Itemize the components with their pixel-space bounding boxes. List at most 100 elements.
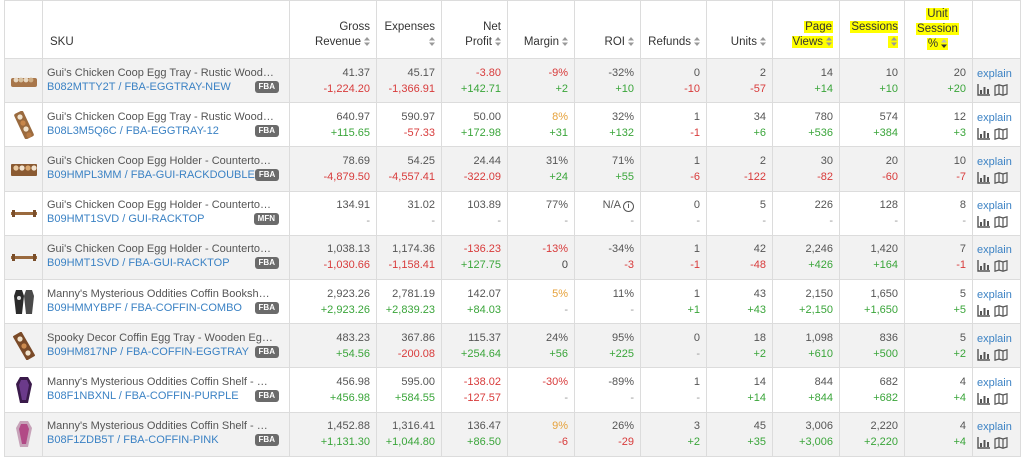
expenses-header[interactable]: Expenses (376, 0, 442, 59)
map-icon[interactable] (994, 171, 1008, 184)
product-thumbnail[interactable] (4, 234, 43, 280)
product-thumbnail[interactable] (4, 367, 43, 413)
bar-chart-icon[interactable] (977, 304, 990, 317)
product-thumbnail[interactable] (4, 278, 43, 325)
map-icon[interactable] (994, 437, 1008, 450)
margin-header[interactable]: Margin (507, 0, 575, 59)
roi-change: -3 (624, 259, 634, 272)
asin-link[interactable]: B09HMMYBPF (47, 301, 122, 314)
explain-link[interactable]: explain (977, 244, 1012, 257)
map-icon[interactable] (994, 304, 1008, 317)
info-icon[interactable]: i (623, 201, 634, 213)
explain-link[interactable]: explain (977, 421, 1012, 434)
refunds-header[interactable]: Refunds (640, 0, 707, 59)
table-row: Manny's Mysterious Oddities Coffin Books… (4, 278, 1021, 325)
sort-icon[interactable] (826, 37, 832, 46)
asin-link[interactable]: B08F1ZDB5T (47, 434, 115, 447)
roi-header[interactable]: ROI (574, 0, 641, 59)
asin-link[interactable]: B08L3M5Q6C (47, 124, 117, 137)
margin-cell: -30% - (507, 367, 575, 413)
map-icon[interactable] (994, 83, 1008, 96)
explain-link[interactable]: explain (977, 111, 1012, 124)
gross-revenue-value: 456.98 (336, 375, 370, 388)
net-profit-cell: -136.23 +127.75 (441, 234, 508, 280)
sort-desc-icon[interactable] (941, 39, 948, 48)
sort-icon[interactable] (429, 37, 435, 46)
map-icon[interactable] (994, 348, 1008, 361)
net-profit-value: 136.47 (467, 420, 501, 433)
net-profit-change: +142.71 (460, 82, 501, 95)
expenses-value: 2,781.19 (392, 287, 435, 300)
asin-link[interactable]: B09HMPL3MM (47, 168, 122, 181)
sort-icon[interactable] (364, 37, 370, 46)
product-thumbnail[interactable] (4, 190, 43, 236)
product-thumbnail[interactable] (4, 57, 43, 104)
map-icon[interactable] (994, 127, 1008, 140)
explain-link[interactable]: explain (977, 67, 1012, 80)
asin-link[interactable]: B08F1NBXNL (47, 389, 116, 402)
net-profit-header[interactable]: Net Profit (441, 0, 508, 59)
product-thumbnail[interactable] (4, 146, 43, 192)
sku-link[interactable]: FBA-COFFIN-EGGTRAY (126, 345, 249, 358)
gross-revenue-value: 640.97 (336, 110, 370, 123)
fulfillment-badge: FBA (254, 257, 279, 270)
sort-icon[interactable] (628, 37, 634, 46)
gross-revenue-change: - (366, 215, 370, 228)
sessions-change: +500 (873, 347, 898, 360)
sku-link[interactable]: FBA-COFFIN-PINK (123, 434, 219, 447)
sort-icon[interactable] (495, 37, 501, 46)
sessions-change: +2,220 (864, 436, 898, 449)
header-row: SKU Gross Revenue Expenses Net Profit Marg… (4, 0, 1021, 59)
sku-link[interactable]: FBA-GUI-RACKDOUBLE (130, 168, 255, 181)
map-icon[interactable] (994, 216, 1008, 229)
bar-chart-icon[interactable] (977, 83, 990, 96)
sku-link[interactable]: GUI-RACKTOP (128, 213, 205, 226)
bar-chart-icon[interactable] (977, 171, 990, 184)
product-image (10, 67, 38, 95)
unit-session-header[interactable]: Unit Session% (904, 0, 973, 59)
explain-link[interactable]: explain (977, 288, 1012, 301)
sessions-header[interactable]: Sessions (839, 0, 905, 59)
explain-link[interactable]: explain (977, 332, 1012, 345)
bar-chart-icon[interactable] (977, 216, 990, 228)
bar-chart-icon[interactable] (977, 260, 990, 273)
explain-link[interactable]: explain (977, 376, 1012, 389)
bar-chart-icon[interactable] (977, 437, 990, 449)
gross-revenue-header[interactable]: Gross Revenue (289, 0, 377, 59)
sku-link[interactable]: FBA-GUI-RACKTOP (128, 257, 230, 270)
asin-link[interactable]: B09HM817NP (47, 345, 118, 358)
page-views-header[interactable]: Page Views (772, 0, 840, 59)
refunds-change: -10 (684, 82, 700, 95)
map-icon[interactable] (994, 392, 1008, 405)
asin-link[interactable]: B082MTTY2T (47, 80, 116, 93)
sku-link[interactable]: FBA-COFFIN-COMBO (130, 301, 242, 314)
page-views-cell: 780 +536 (772, 102, 840, 148)
bar-chart-icon[interactable] (977, 392, 990, 405)
asin-link[interactable]: B09HMT1SVD (47, 213, 120, 226)
sort-icon[interactable] (562, 37, 568, 46)
units-header[interactable]: Units (706, 0, 773, 59)
asin-link[interactable]: B09HMT1SVD (47, 257, 120, 270)
gross-revenue-cell: 78.69 -4,879.50 (289, 146, 377, 192)
product-thumbnail[interactable] (4, 411, 43, 457)
explain-link[interactable]: explain (977, 155, 1012, 168)
sort-icon[interactable] (891, 37, 897, 46)
sku-link[interactable]: FBA-EGGTRAY-NEW (124, 80, 231, 93)
margin-cell: 8% +31 (507, 102, 575, 148)
explain-link[interactable]: explain (977, 200, 1012, 213)
bar-chart-icon[interactable] (977, 127, 990, 140)
map-icon[interactable] (994, 260, 1008, 273)
bar-chart-icon[interactable] (977, 348, 990, 361)
expenses-value: 590.97 (401, 110, 435, 123)
sku-link[interactable]: FBA-EGGTRAY-12 (125, 124, 219, 137)
sku-header[interactable]: SKU (42, 0, 290, 59)
sort-icon[interactable] (760, 37, 766, 46)
sort-icon[interactable] (694, 37, 700, 46)
sku-link[interactable]: FBA-COFFIN-PURPLE (124, 389, 239, 402)
product-thumbnail[interactable] (4, 323, 43, 369)
product-thumbnail[interactable] (4, 102, 43, 148)
net-profit-cell: 50.00 +172.98 (441, 102, 508, 148)
page-views-change: +844 (808, 391, 833, 404)
roi-value: -32% (608, 66, 634, 79)
expenses-value: 367.86 (401, 331, 435, 344)
